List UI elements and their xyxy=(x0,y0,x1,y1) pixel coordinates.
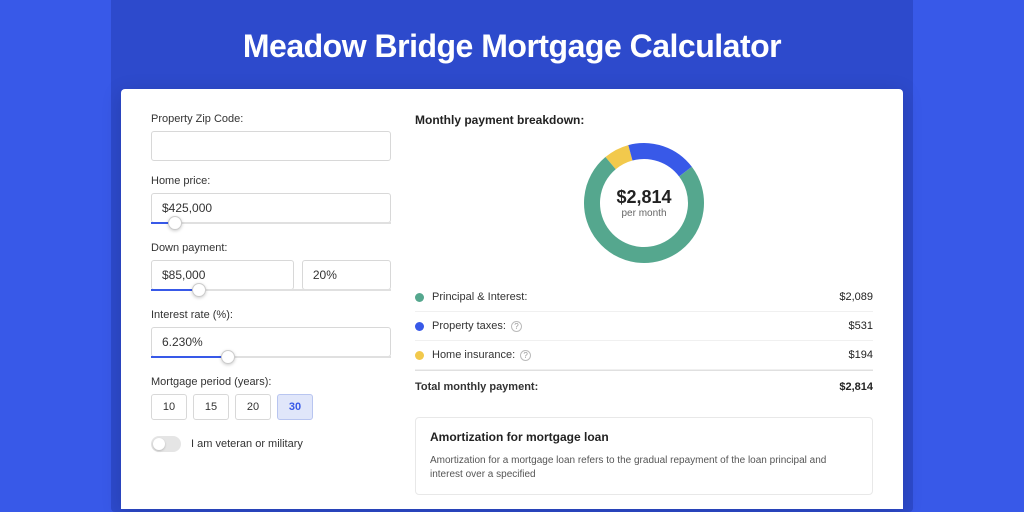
veteran-toggle-knob xyxy=(153,438,165,450)
interest-rate-slider-thumb[interactable] xyxy=(221,350,235,364)
zip-label: Property Zip Code: xyxy=(151,113,391,125)
legend-value-taxes: $531 xyxy=(849,320,873,332)
interest-rate-input[interactable] xyxy=(151,327,391,357)
interest-rate-slider[interactable] xyxy=(151,356,391,358)
interest-rate-label: Interest rate (%): xyxy=(151,309,391,321)
down-payment-slider[interactable] xyxy=(151,289,391,291)
amortization-text: Amortization for a mortgage loan refers … xyxy=(430,454,858,482)
legend-row-total: Total monthly payment: $2,814 xyxy=(415,370,873,401)
donut-amount: $2,814 xyxy=(616,187,671,208)
legend-row-insurance: Home insurance: ? $194 xyxy=(415,341,873,370)
calculator-card: Property Zip Code: Home price: Down paym… xyxy=(121,89,903,509)
veteran-toggle-row: I am veteran or military xyxy=(151,436,391,452)
legend-name-principal: Principal & Interest: xyxy=(432,291,839,303)
zip-input[interactable] xyxy=(151,131,391,161)
interest-rate-slider-fill xyxy=(151,356,228,358)
home-price-field: Home price: xyxy=(151,175,391,224)
legend-dot-taxes xyxy=(415,322,424,331)
legend-dot-insurance xyxy=(415,351,424,360)
mortgage-period-field: Mortgage period (years): 10 15 20 30 xyxy=(151,376,391,420)
legend-value-insurance: $194 xyxy=(849,349,873,361)
legend-value-total: $2,814 xyxy=(839,381,873,393)
legend-name-taxes: Property taxes: ? xyxy=(432,320,849,332)
down-payment-amount-input[interactable] xyxy=(151,260,294,290)
period-option-10[interactable]: 10 xyxy=(151,394,187,420)
breakdown-title: Monthly payment breakdown: xyxy=(415,113,873,127)
legend-label-taxes: Property taxes: xyxy=(432,320,506,332)
info-icon[interactable]: ? xyxy=(511,321,522,332)
period-option-30[interactable]: 30 xyxy=(277,394,313,420)
legend-dot-principal xyxy=(415,293,424,302)
mortgage-period-label: Mortgage period (years): xyxy=(151,376,391,388)
legend-name-insurance: Home insurance: ? xyxy=(432,349,849,361)
donut-center: $2,814 per month xyxy=(616,187,671,219)
legend-label-principal: Principal & Interest: xyxy=(432,291,527,303)
breakdown-column: Monthly payment breakdown: $2,814 per mo… xyxy=(415,113,873,495)
inputs-column: Property Zip Code: Home price: Down paym… xyxy=(151,113,391,495)
period-option-15[interactable]: 15 xyxy=(193,394,229,420)
info-icon[interactable]: ? xyxy=(520,350,531,361)
legend-row-principal: Principal & Interest: $2,089 xyxy=(415,283,873,312)
legend-value-principal: $2,089 xyxy=(839,291,873,303)
period-option-20[interactable]: 20 xyxy=(235,394,271,420)
veteran-toggle[interactable] xyxy=(151,436,181,452)
donut-chart: $2,814 per month xyxy=(415,141,873,265)
down-payment-percent-input[interactable] xyxy=(302,260,391,290)
home-price-input[interactable] xyxy=(151,193,391,223)
amortization-title: Amortization for mortgage loan xyxy=(430,430,858,444)
veteran-toggle-label: I am veteran or military xyxy=(191,438,303,450)
down-payment-slider-thumb[interactable] xyxy=(192,283,206,297)
home-price-slider[interactable] xyxy=(151,222,391,224)
mortgage-period-options: 10 15 20 30 xyxy=(151,394,391,420)
home-price-slider-thumb[interactable] xyxy=(168,216,182,230)
home-price-label: Home price: xyxy=(151,175,391,187)
down-payment-field: Down payment: xyxy=(151,242,391,291)
legend-name-total: Total monthly payment: xyxy=(415,381,839,393)
legend-label-insurance: Home insurance: xyxy=(432,349,515,361)
interest-rate-field: Interest rate (%): xyxy=(151,309,391,358)
down-payment-label: Down payment: xyxy=(151,242,391,254)
page-title: Meadow Bridge Mortgage Calculator xyxy=(0,0,1024,89)
donut-sublabel: per month xyxy=(616,208,671,219)
amortization-card: Amortization for mortgage loan Amortizat… xyxy=(415,417,873,495)
zip-field: Property Zip Code: xyxy=(151,113,391,161)
legend-row-taxes: Property taxes: ? $531 xyxy=(415,312,873,341)
